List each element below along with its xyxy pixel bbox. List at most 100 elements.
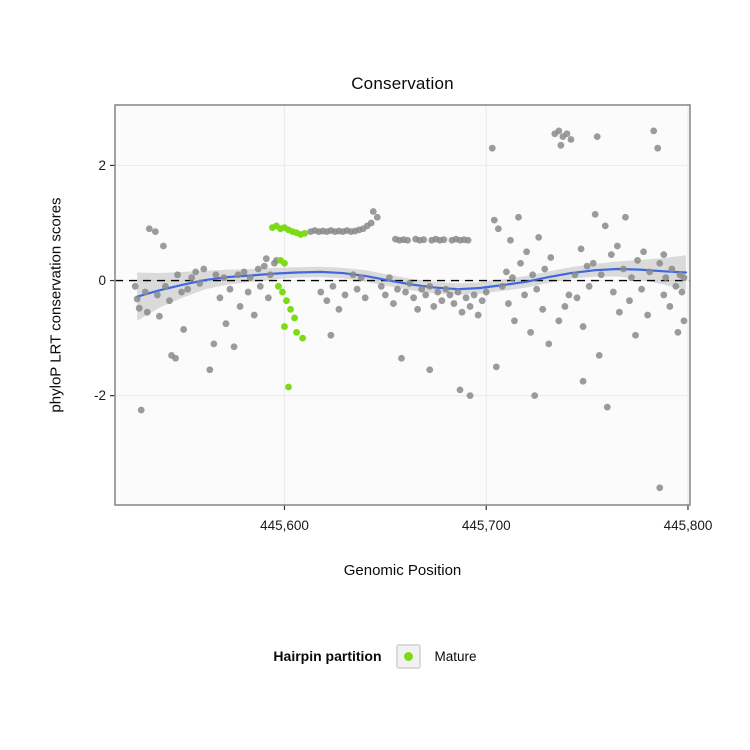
scatter-point: [466, 392, 474, 400]
scatter-point: [450, 300, 458, 307]
scatter-point: [422, 291, 430, 299]
panel-border: [114, 104, 691, 506]
scatter-point: [505, 300, 512, 307]
scatter-point: [260, 262, 268, 270]
scatter-point: [234, 271, 242, 279]
scatter-point: [573, 294, 581, 302]
scatter-point: [660, 251, 668, 259]
scatter-point: [206, 366, 214, 374]
scatter-point: [456, 386, 464, 394]
scatter-point: [609, 288, 617, 296]
scatter-point: [462, 294, 470, 302]
scatter-point: [656, 484, 664, 492]
y-tick-label: 2: [98, 158, 106, 173]
scatter-point: [613, 242, 621, 250]
scatter-point: [561, 303, 569, 310]
scatter-point: [577, 245, 585, 253]
scatter-point: [230, 343, 238, 351]
scatter-point: [517, 259, 524, 267]
scatter-point: [442, 285, 450, 293]
scatter-point: [327, 331, 335, 339]
scatter-point: [160, 242, 167, 250]
scatter-point: [155, 312, 163, 320]
scatter-point: [628, 274, 635, 282]
scatter-point: [680, 317, 688, 325]
scatter-point: [143, 308, 151, 316]
scatter-point: [361, 294, 369, 302]
scatter-point: [381, 291, 389, 299]
scatter-point: [341, 291, 349, 299]
scatter-point: [678, 288, 686, 296]
scatter-point: [583, 262, 591, 270]
scatter-point: [531, 392, 539, 400]
mature-point: [279, 288, 286, 296]
scatter-point: [180, 326, 187, 333]
scatter-point: [398, 354, 405, 362]
scatter-point: [626, 297, 633, 305]
y-tick-label: -2: [94, 388, 106, 403]
scatter-point: [426, 282, 434, 290]
mature-point: [287, 305, 294, 313]
scatter-point: [151, 228, 159, 236]
legend-mature-swatch: [403, 651, 413, 661]
scatter-point: [414, 305, 422, 313]
scatter-point: [440, 236, 448, 244]
scatter-point: [178, 288, 185, 296]
scatter-point: [509, 274, 516, 282]
scatter-point: [557, 141, 565, 149]
scatter-point: [220, 274, 228, 282]
scatter-point: [494, 225, 502, 233]
scatter-point: [373, 213, 381, 221]
scatter-point: [390, 300, 397, 307]
scatter-point: [323, 297, 331, 305]
mature-point: [291, 314, 298, 322]
scatter-point: [420, 236, 428, 244]
x-tick-label: 445,700: [462, 518, 511, 533]
scatter-point: [656, 259, 664, 267]
scatter-point: [490, 216, 498, 224]
scatter-point: [607, 251, 615, 259]
scatter-point: [426, 366, 434, 374]
scatter-point: [162, 282, 169, 290]
scatter-point: [172, 354, 179, 362]
scatter-point: [464, 236, 472, 244]
scatter-point: [226, 285, 234, 293]
scatter-point: [335, 305, 343, 313]
scatter-point: [133, 295, 141, 303]
scatter-point: [458, 308, 466, 316]
scatter-point: [166, 297, 173, 305]
mature-point: [281, 323, 288, 330]
scatter-point: [579, 323, 587, 330]
scatter-point: [367, 219, 375, 227]
scatter-point: [662, 274, 670, 282]
scatter-point: [212, 271, 220, 279]
scatter-point: [498, 282, 506, 290]
scatter-point: [131, 282, 139, 290]
scatter-point: [385, 274, 393, 282]
scatter-point: [317, 288, 325, 296]
scatter-point: [135, 304, 143, 312]
mature-point: [293, 328, 300, 336]
scatter-point: [244, 288, 252, 296]
scatter-point: [533, 285, 541, 293]
scatter-point: [539, 305, 547, 313]
scatter-point: [650, 127, 658, 135]
scatter-point: [141, 288, 149, 296]
scatter-point: [145, 225, 153, 233]
scatter-point: [466, 303, 474, 310]
scatter-point: [593, 133, 601, 141]
scatter-point: [454, 288, 462, 296]
scatter-point: [668, 265, 676, 273]
legend: Hairpin partition Mature: [0, 638, 750, 674]
scatter-point: [369, 208, 377, 215]
scatter-point: [666, 303, 674, 310]
scatter-point: [579, 377, 587, 385]
scatter-point: [196, 280, 204, 287]
scatter-point: [515, 213, 522, 221]
scatter-point: [591, 210, 599, 218]
scatter-point: [555, 317, 563, 325]
scatter-point: [236, 303, 244, 310]
scatter-point: [357, 274, 365, 282]
scatter-point: [216, 294, 224, 302]
